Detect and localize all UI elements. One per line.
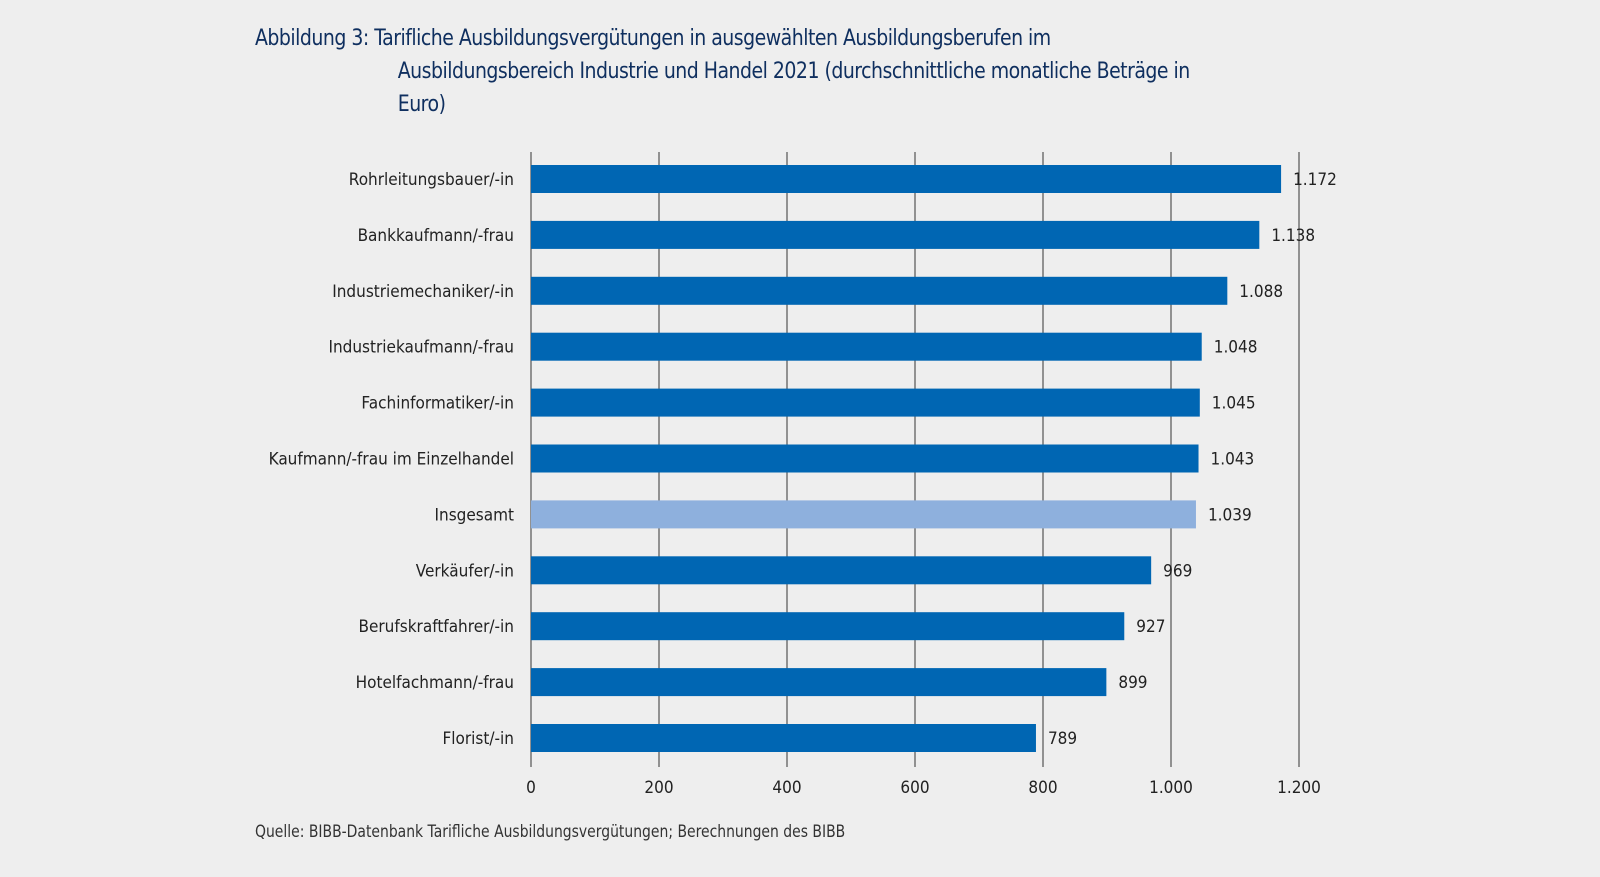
category-label: Fachinformatiker/-in	[361, 393, 514, 413]
value-label: 1.172	[1293, 169, 1337, 189]
category-label: Florist/-in	[443, 728, 514, 748]
bar-7	[531, 500, 1196, 529]
category-label: Kaufmann/-frau im Einzelhandel	[269, 449, 514, 469]
x-tick-label: 0	[526, 777, 536, 797]
category-label: Bankkaufmann/-frau	[358, 225, 514, 245]
value-label: 899	[1118, 672, 1147, 692]
bar-4	[531, 332, 1202, 361]
x-tick-label: 400	[772, 777, 801, 797]
category-label: Hotelfachmann/-frau	[356, 672, 514, 692]
title-line-1: Abbildung 3: Tarifliche Ausbildungsvergü…	[255, 22, 1339, 55]
bars	[531, 165, 1282, 752]
value-label: 969	[1163, 561, 1192, 581]
bar-3	[531, 276, 1228, 305]
bar-6	[531, 444, 1199, 473]
x-axis: 0 200 400 600 800 1.000 1.200	[526, 777, 1321, 797]
value-label: 1.043	[1211, 449, 1255, 469]
category-label: Verkäufer/-in	[416, 561, 514, 581]
value-label: 927	[1136, 616, 1165, 636]
title-prefix: Abbildung 3:	[255, 26, 369, 51]
bar-10	[531, 668, 1107, 697]
x-tick-label: 200	[644, 777, 673, 797]
category-label: Industriemechaniker/-in	[332, 281, 514, 301]
category-label: Berufskraftfahrer/-in	[359, 616, 514, 636]
chart-title: Abbildung 3: Tarifliche Ausbildungsvergü…	[255, 22, 1339, 121]
value-label: 1.088	[1239, 281, 1283, 301]
x-tick-label: 600	[900, 777, 929, 797]
value-label: 789	[1048, 728, 1077, 748]
bar-9	[531, 612, 1125, 641]
bar-1	[531, 165, 1282, 193]
x-tick-label: 1.000	[1149, 777, 1193, 797]
category-label: Rohrleitungsbauer/-in	[349, 169, 514, 189]
category-label: Insgesamt	[435, 505, 514, 525]
bar-2	[531, 220, 1260, 249]
category-label: Industriekaufmann/-frau	[328, 337, 514, 357]
value-label: 1.048	[1214, 337, 1258, 357]
x-tick-label: 1.200	[1277, 777, 1321, 797]
value-label: 1.039	[1208, 505, 1252, 525]
value-label: 1.138	[1271, 225, 1315, 245]
category-labels: Rohrleitungsbauer/-in Bankkaufmann/-frau I…	[269, 169, 514, 748]
title-line-3: Euro)	[397, 92, 446, 117]
source-note: Quelle: BIBB-Datenbank Tarifliche Ausbil…	[255, 822, 846, 842]
value-label: 1.045	[1212, 393, 1256, 413]
bar-8	[531, 556, 1152, 585]
title-line-2: Ausbildungsbereich Industrie und Handel …	[397, 59, 1191, 84]
bar-11	[531, 724, 1036, 752]
x-tick-label: 800	[1028, 777, 1057, 797]
bar-5	[531, 388, 1200, 417]
value-labels: 1.172 1.138 1.088 1.048 1.045 1.043 1.039 969 92…	[1048, 169, 1337, 748]
